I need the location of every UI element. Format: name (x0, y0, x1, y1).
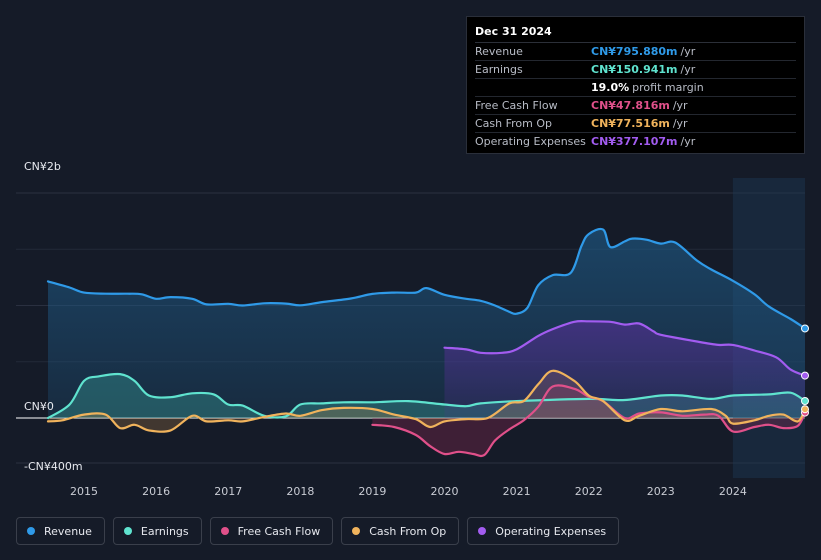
tooltip-panel: Dec 31 2024 Revenue CN¥795.880m/yr Earning… (466, 16, 805, 154)
operating-expenses-line (443, 319, 807, 377)
tooltip-row-value: CN¥77.516m (591, 117, 670, 130)
operating-expenses-end-marker (801, 371, 809, 380)
series-areas (48, 228, 805, 456)
tooltip-row-value: CN¥47.816m (591, 99, 670, 112)
series-lines (46, 227, 807, 458)
earnings-end-marker (801, 397, 809, 406)
legend-item-revenue[interactable]: Revenue (16, 517, 105, 545)
legend-item-cash-from-op[interactable]: Cash From Op (341, 517, 460, 545)
tooltip-row-unit: /yr (680, 135, 696, 148)
tooltip-row-value: 19.0% (591, 81, 630, 94)
legend-dot-icon (478, 527, 487, 535)
y-axis-top-label: CN¥2b (24, 160, 61, 173)
legend-dot-icon (123, 527, 132, 535)
x-tick-label: 2023 (647, 485, 675, 498)
tooltip-row-label (475, 79, 591, 96)
legend-dot-icon (27, 527, 35, 535)
legend-item-earnings[interactable]: Earnings (112, 517, 202, 545)
tooltip-row: 19.0% profit margin (475, 79, 796, 97)
legend-label: Revenue (44, 524, 92, 538)
tooltip-row-unit: /yr (680, 45, 696, 58)
revenue-line (46, 227, 807, 330)
x-axis-ticks: 2015 2016 2017 2018 2019 2020 2021 2022 2023 2024 (70, 485, 747, 498)
x-tick-label: 2021 (503, 485, 531, 498)
free-cash-flow-area (372, 385, 805, 456)
y-axis-zero-label: CN¥0 (24, 400, 54, 413)
tooltip-row-label: Earnings (475, 63, 523, 76)
x-tick-label: 2016 (142, 485, 170, 498)
tooltip-row-unit: /yr (672, 117, 688, 130)
x-tick-label: 2020 (431, 485, 459, 498)
tooltip-row: Operating Expenses CN¥377.107m/yr (475, 133, 796, 150)
legend-item-free-cash-flow[interactable]: Free Cash Flow (209, 517, 334, 545)
series-end-markers (801, 324, 809, 417)
legend-label: Cash From Op (369, 524, 447, 538)
x-tick-label: 2017 (214, 485, 242, 498)
tooltip-row: Free Cash Flow CN¥47.816m/yr (475, 97, 796, 115)
free-cash-flow-line (371, 384, 807, 458)
earnings-line (46, 372, 807, 420)
cash-from-op-end-marker (801, 405, 809, 414)
x-tick-label: 2018 (286, 485, 314, 498)
legend-label: Free Cash Flow (237, 524, 321, 538)
legend-dot-icon (352, 527, 361, 535)
tooltip-row-label: Free Cash Flow (475, 99, 558, 112)
tooltip-row-unit: /yr (680, 63, 696, 76)
tooltip-row-value: CN¥795.880m (591, 45, 678, 58)
chart: CN¥2b CN¥0 -CN¥400m 2015 2016 2017 2018 2019… (16, 160, 809, 498)
tooltip-date: Dec 31 2024 (475, 25, 796, 43)
tooltip-row: Earnings CN¥150.941m/yr (475, 61, 796, 79)
tooltip-row-value: CN¥150.941m (591, 63, 678, 76)
tooltip-row-unit: /yr (672, 99, 688, 112)
tooltip-row-label: Operating Expenses (475, 135, 586, 148)
legend-label: Earnings (140, 524, 189, 538)
tooltip-row: Cash From Op CN¥77.516m/yr (475, 115, 796, 133)
legend-label: Operating Expenses (495, 524, 607, 538)
revenue-end-marker (801, 324, 809, 333)
x-tick-label: 2015 (70, 485, 98, 498)
tooltip-row-label: Cash From Op (475, 117, 553, 130)
tooltip-row-value: CN¥377.107m (591, 135, 678, 148)
x-tick-label: 2022 (575, 485, 603, 498)
tooltip-rows: Revenue CN¥795.880m/yr Earnings CN¥150.941m… (475, 43, 796, 150)
tooltip-row-unit: profit margin (632, 81, 704, 94)
x-tick-label: 2019 (358, 485, 386, 498)
x-tick-label: 2024 (719, 485, 747, 498)
legend-item-operating-expenses[interactable]: Operating Expenses (467, 517, 620, 545)
cash-from-op-line (46, 369, 807, 433)
legend: Revenue Earnings Free Cash Flow Cash From O… (16, 517, 620, 545)
y-axis-bottom-label: -CN¥400m (24, 460, 83, 473)
tooltip-row: Revenue CN¥795.880m/yr (475, 43, 796, 61)
legend-dot-icon (220, 527, 229, 535)
tooltip-row-label: Revenue (475, 45, 523, 58)
